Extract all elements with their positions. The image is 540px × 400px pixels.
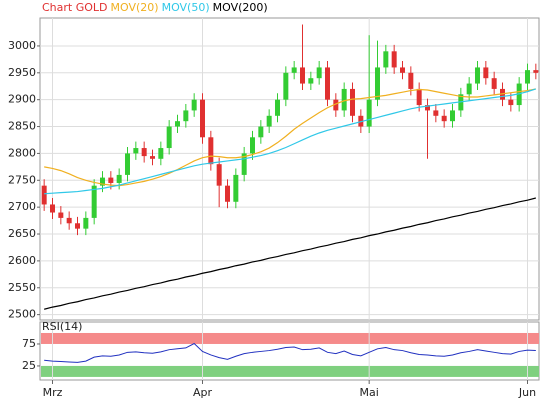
- rsi-band: [41, 365, 539, 377]
- candle-body: [50, 204, 55, 213]
- candle-body: [425, 105, 430, 111]
- y-tick-label: 2950: [8, 66, 36, 79]
- candle-body: [150, 156, 155, 159]
- moving-average-line: [44, 197, 536, 310]
- candle-body: [508, 99, 514, 106]
- y-tick-label: 2850: [8, 120, 36, 133]
- moving-average-line: [44, 88, 537, 195]
- x-tick-label: Mrz: [43, 386, 63, 399]
- candle-body: [441, 115, 447, 122]
- candle-body: [400, 67, 405, 73]
- candle-body: [75, 223, 80, 229]
- candle-body: [533, 70, 539, 73]
- y-tick-label: 2700: [8, 200, 36, 213]
- legend-entry: MOV(200): [213, 1, 268, 14]
- candle-body: [241, 153, 247, 175]
- candle-body: [308, 78, 314, 84]
- candle-body: [408, 72, 414, 89]
- candle-body: [266, 115, 272, 127]
- y-tick-label: 2500: [8, 308, 36, 321]
- candle-body: [116, 174, 122, 183]
- candle-body: [133, 148, 139, 154]
- candle-body: [341, 88, 347, 111]
- candle-body: [316, 67, 322, 79]
- candle-body: [433, 110, 439, 116]
- x-tick-label: Jun: [518, 386, 536, 399]
- candle-body: [58, 212, 64, 218]
- rsi-band: [41, 332, 539, 344]
- candle-body: [300, 67, 305, 84]
- candle-body: [383, 51, 389, 68]
- candle-body: [491, 78, 497, 89]
- y-tick-label: 25: [22, 359, 36, 372]
- candle-body: [141, 148, 147, 157]
- candle-body: [416, 88, 422, 106]
- candle-body: [275, 99, 280, 116]
- rsi-title: RSI(14): [42, 320, 82, 333]
- candle-body: [375, 67, 380, 100]
- candle-body: [325, 67, 330, 100]
- candle-body: [41, 185, 47, 205]
- candle-body: [166, 126, 172, 149]
- rsi-line: [44, 342, 536, 363]
- candle-body: [366, 99, 372, 127]
- y-tick-label: 2750: [8, 173, 36, 186]
- y-tick-label: 75: [22, 337, 36, 350]
- candle-body: [391, 51, 397, 68]
- candle-body: [525, 70, 530, 84]
- candle-body: [66, 217, 72, 224]
- candle-body: [83, 217, 89, 229]
- y-tick-label: 2900: [8, 93, 36, 106]
- candle-body: [475, 67, 480, 84]
- candle-body: [333, 99, 339, 111]
- candle-body: [483, 67, 489, 79]
- candle-body: [216, 164, 222, 186]
- candle-body: [208, 137, 214, 165]
- legend-entry: MOV(50): [162, 1, 210, 14]
- candle-body: [175, 121, 180, 127]
- candle-body: [125, 153, 130, 175]
- x-tick-label: Mai: [360, 386, 379, 399]
- candle-body: [200, 99, 205, 138]
- candle-body: [450, 110, 455, 122]
- candle-body: [191, 99, 197, 111]
- y-tick-label: 2650: [8, 227, 36, 240]
- candle-body: [100, 177, 105, 186]
- y-tick-label: 2800: [8, 146, 36, 159]
- candle-body: [108, 177, 114, 183]
- candle-body: [291, 67, 297, 73]
- candle-body: [466, 83, 472, 95]
- y-tick-label: 2550: [8, 281, 36, 294]
- y-tick-label: 2600: [8, 254, 36, 267]
- candle-body: [250, 137, 255, 154]
- legend-entry: MOV(20): [111, 1, 159, 14]
- candle-body: [258, 126, 264, 138]
- candle-body: [225, 185, 230, 202]
- candle-body: [283, 72, 289, 100]
- candle-body: [91, 185, 97, 218]
- candle-body: [158, 148, 164, 159]
- candle-body: [350, 88, 355, 116]
- y-tick-label: 3000: [8, 39, 36, 52]
- moving-average-line: [44, 88, 536, 187]
- chart-title: Chart GOLD: [42, 1, 108, 14]
- candle-body: [183, 110, 189, 122]
- x-tick-label: Apr: [193, 386, 213, 399]
- candle-body: [233, 174, 239, 202]
- plot-area: [39, 17, 540, 321]
